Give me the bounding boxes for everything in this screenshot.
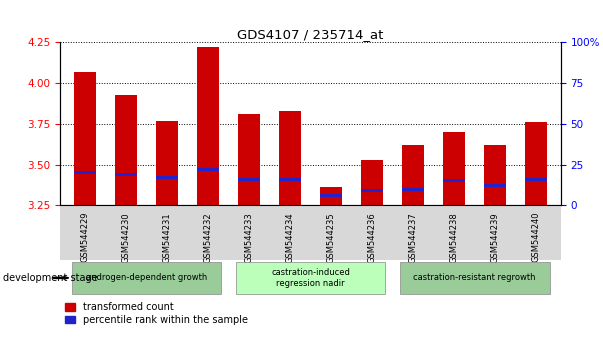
Text: GSM544233: GSM544233	[244, 212, 253, 263]
Text: GSM544231: GSM544231	[162, 212, 171, 263]
Text: GSM544238: GSM544238	[450, 212, 459, 263]
Text: castration-resistant regrowth: castration-resistant regrowth	[414, 273, 536, 282]
Text: androgen-dependent growth: androgen-dependent growth	[86, 273, 207, 282]
Text: GSM544229: GSM544229	[80, 212, 89, 262]
Title: GDS4107 / 235714_at: GDS4107 / 235714_at	[238, 28, 384, 41]
Bar	[236, 262, 385, 294]
Text: GSM544240: GSM544240	[532, 212, 541, 262]
Bar	[238, 178, 260, 181]
Bar	[197, 47, 219, 205]
Bar	[320, 187, 343, 205]
Text: GSM544232: GSM544232	[203, 212, 212, 263]
Bar	[525, 122, 548, 205]
Bar	[484, 145, 507, 205]
Text: development stage: development stage	[3, 273, 98, 283]
Text: GSM544235: GSM544235	[327, 212, 335, 263]
Bar	[279, 178, 302, 181]
Text: GSM544230: GSM544230	[121, 212, 130, 263]
Bar	[361, 189, 384, 192]
Bar	[238, 114, 260, 205]
Bar	[320, 194, 343, 197]
Text: GSM544234: GSM544234	[286, 212, 294, 263]
Bar	[400, 262, 549, 294]
Text: GSM544237: GSM544237	[409, 212, 418, 263]
Text: GSM544239: GSM544239	[491, 212, 500, 263]
Bar	[443, 179, 466, 182]
Bar	[74, 72, 96, 205]
Legend: transformed count, percentile rank within the sample: transformed count, percentile rank withi…	[65, 302, 248, 325]
Bar	[115, 95, 137, 205]
Bar	[156, 121, 178, 205]
Bar	[74, 171, 96, 174]
Bar	[279, 111, 302, 205]
Bar	[197, 168, 219, 171]
Bar	[361, 160, 384, 205]
Bar	[402, 145, 425, 205]
Text: GSM544236: GSM544236	[368, 212, 377, 263]
Bar	[156, 176, 178, 179]
Text: castration-induced
regression nadir: castration-induced regression nadir	[271, 268, 350, 287]
Bar	[525, 178, 548, 181]
Bar	[402, 188, 425, 190]
Bar	[72, 262, 221, 294]
Bar	[115, 173, 137, 176]
Bar	[484, 184, 507, 187]
Bar	[443, 132, 466, 205]
